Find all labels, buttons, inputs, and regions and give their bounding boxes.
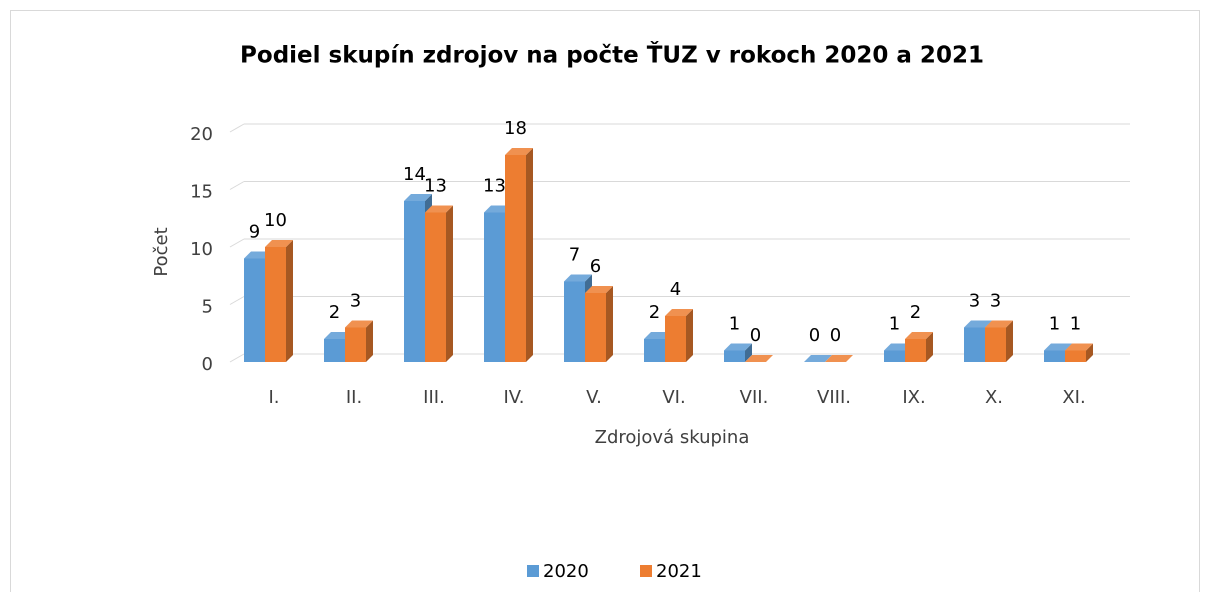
bar <box>505 155 526 362</box>
x-tick-label: X. <box>985 387 1003 408</box>
data-label: 0 <box>809 325 820 346</box>
bar-side <box>926 332 933 362</box>
data-label: 0 <box>750 325 761 346</box>
chart-title: Podiel skupín zdrojov na počte ŤUZ v rok… <box>240 41 984 69</box>
x-tick-label: III. <box>423 387 445 408</box>
grid-line <box>229 296 245 305</box>
bar <box>404 201 425 362</box>
bar-side <box>286 240 293 362</box>
data-label: 1 <box>729 314 740 335</box>
x-axis-title: Zdrojová skupina <box>595 427 750 448</box>
bar-side <box>606 286 613 362</box>
y-tick-label: 20 <box>190 124 213 145</box>
x-tick-label: VII. <box>740 387 769 408</box>
y-tick-label: 5 <box>202 297 213 318</box>
data-label: 3 <box>350 291 361 312</box>
bar-top <box>724 343 752 351</box>
data-label: 18 <box>504 118 527 139</box>
data-label: 2 <box>649 302 660 323</box>
data-label: 10 <box>264 210 287 231</box>
bar-top <box>745 355 773 362</box>
bar <box>244 258 265 362</box>
bar-top <box>425 205 453 213</box>
bar-top <box>964 320 992 328</box>
x-tick-label: II. <box>346 387 362 408</box>
bar-top <box>585 286 613 293</box>
bar-top <box>804 355 832 362</box>
data-label: 7 <box>569 245 580 266</box>
bar-side <box>526 148 533 362</box>
bar <box>484 212 505 362</box>
legend-swatch <box>640 565 652 577</box>
bar-side <box>686 309 693 362</box>
bar-side <box>446 205 453 362</box>
data-label: 2 <box>910 302 921 323</box>
bar-top <box>505 148 533 155</box>
grid-line <box>229 353 245 363</box>
bar-top <box>665 309 693 316</box>
x-tick-label: IX. <box>902 387 925 408</box>
bar-top <box>564 274 592 282</box>
grid-line <box>229 181 245 190</box>
data-label: 9 <box>249 222 260 243</box>
data-label: 1 <box>889 314 900 335</box>
bar-top <box>404 194 432 201</box>
bar <box>724 350 745 362</box>
x-tick-label: VI. <box>662 387 685 408</box>
y-tick-label: 10 <box>190 239 213 260</box>
x-tick-label: IV. <box>503 387 524 408</box>
data-label: 13 <box>424 176 447 197</box>
legend-label: 2020 <box>543 561 589 582</box>
bar <box>324 339 345 362</box>
data-label: 6 <box>590 256 601 277</box>
bar <box>1065 350 1086 362</box>
bar <box>884 350 905 362</box>
bar-top <box>265 240 293 247</box>
bar-side <box>1006 320 1013 362</box>
data-label: 1 <box>1049 314 1060 335</box>
data-label: 3 <box>990 291 1001 312</box>
bar-side <box>1086 343 1093 362</box>
bar-side <box>366 320 373 362</box>
legend-label: 2021 <box>656 561 702 582</box>
data-label: 3 <box>969 291 980 312</box>
bar-top <box>905 332 933 339</box>
grid-line <box>229 238 245 248</box>
grid-line <box>229 123 245 133</box>
bar <box>345 327 366 362</box>
data-label: 14 <box>403 164 426 185</box>
bar-top <box>345 320 373 328</box>
bar-top <box>985 320 1013 328</box>
bar-side <box>745 343 752 362</box>
bar-top <box>825 355 853 362</box>
y-tick-label: 15 <box>190 182 213 203</box>
y-tick-label: 0 <box>202 354 213 375</box>
legend-swatch <box>527 565 539 577</box>
bar-top <box>1044 343 1072 351</box>
x-tick-label: XI. <box>1062 387 1085 408</box>
bar <box>1044 350 1065 362</box>
data-label: 1 <box>1070 314 1081 335</box>
bar <box>985 327 1006 362</box>
bar <box>585 293 606 362</box>
bar <box>425 212 446 362</box>
data-label: 4 <box>670 279 681 300</box>
bar <box>644 339 665 362</box>
y-axis-title: Počet <box>151 227 172 276</box>
bar <box>905 339 926 362</box>
x-tick-label: VIII. <box>817 387 851 408</box>
bar <box>265 247 286 362</box>
x-tick-label: I. <box>268 387 279 408</box>
bar <box>564 281 585 362</box>
data-label: 0 <box>830 325 841 346</box>
bar-top <box>1065 343 1093 351</box>
bar <box>964 327 985 362</box>
x-tick-label: V. <box>586 387 602 408</box>
bar <box>665 316 686 362</box>
data-label: 2 <box>329 302 340 323</box>
data-label: 13 <box>483 176 506 197</box>
